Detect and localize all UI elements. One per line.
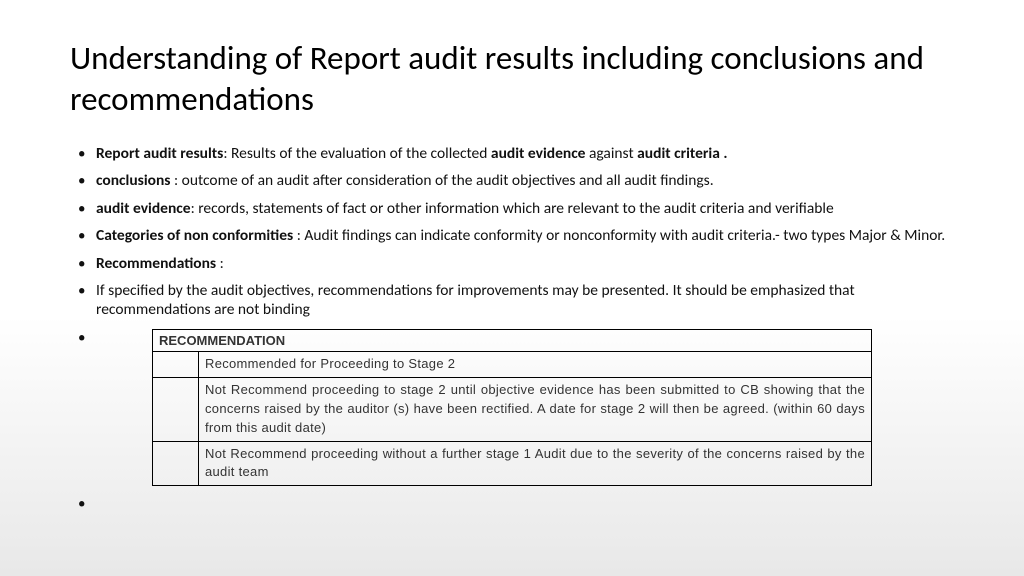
table-cell-check xyxy=(153,352,199,378)
bullet-item: audit evidence: records, statements of f… xyxy=(78,200,954,219)
bullet-text: : records, statements of fact or other i… xyxy=(191,199,834,218)
bullet-text: : Audit findings can indicate conformity… xyxy=(297,226,945,245)
bullet-strong: audit evidence xyxy=(491,144,586,163)
table-header-row: RECOMMENDATION xyxy=(153,329,872,352)
table-cell-text: Not Recommend proceeding to stage 2 unti… xyxy=(199,378,872,442)
bullet-strong: Report audit results xyxy=(96,144,223,163)
bullet-item: Report audit results: Results of the eva… xyxy=(78,145,954,164)
bullet-item: conclusions : outcome of an audit after … xyxy=(78,172,954,191)
bullet-item: Categories of non conformities : Audit f… xyxy=(78,227,954,246)
table-row: Recommended for Proceeding to Stage 2 xyxy=(153,352,872,378)
table-cell-text: Not Recommend proceeding without a furth… xyxy=(199,441,872,486)
bullet-text: : Results of the evaluation of the colle… xyxy=(223,144,491,163)
bullet-item-empty: RECOMMENDATION Recommended for Proceedin… xyxy=(78,329,954,487)
bullet-strong: Recommendations xyxy=(96,254,220,273)
bullet-item: If specified by the audit objectives, re… xyxy=(78,282,954,319)
recommendation-table: RECOMMENDATION Recommended for Proceedin… xyxy=(152,329,872,487)
table-row: Not Recommend proceeding to stage 2 unti… xyxy=(153,378,872,442)
bullet-strong: Categories of non conformities xyxy=(96,226,297,245)
recommendation-table-wrap: RECOMMENDATION Recommended for Proceedin… xyxy=(152,329,872,487)
bullet-strong: audit evidence xyxy=(96,199,191,218)
bullet-text: : xyxy=(220,254,224,273)
table-cell-check xyxy=(153,378,199,442)
bullet-text: against xyxy=(586,144,638,163)
bullet-text: : outcome of an audit after consideratio… xyxy=(174,171,714,190)
table-cell-text: Recommended for Proceeding to Stage 2 xyxy=(199,352,872,378)
bullet-strong: audit criteria . xyxy=(637,144,727,163)
slide-title: Understanding of Report audit results in… xyxy=(70,38,954,121)
bullet-item: Recommendations : xyxy=(78,255,954,274)
bullet-item-empty xyxy=(78,495,954,513)
table-row: Not Recommend proceeding without a furth… xyxy=(153,441,872,486)
table-cell-check xyxy=(153,441,199,486)
bullet-strong: conclusions xyxy=(96,171,174,190)
bullet-text: If specified by the audit objectives, re… xyxy=(96,281,855,319)
table-header: RECOMMENDATION xyxy=(153,329,872,352)
bullet-list: Report audit results: Results of the eva… xyxy=(70,145,954,514)
